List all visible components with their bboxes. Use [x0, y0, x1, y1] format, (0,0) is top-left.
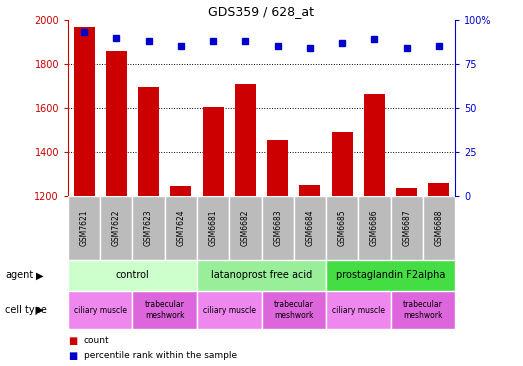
Bar [170, 186, 191, 196]
Text: GSM6682: GSM6682 [241, 210, 250, 246]
Text: ▶: ▶ [36, 305, 43, 315]
Text: GSM6686: GSM6686 [370, 209, 379, 246]
FancyBboxPatch shape [391, 291, 455, 329]
Text: count: count [84, 336, 109, 346]
Text: cell type: cell type [5, 305, 47, 315]
FancyBboxPatch shape [197, 260, 326, 291]
Text: percentile rank within the sample: percentile rank within the sample [84, 351, 237, 360]
FancyBboxPatch shape [294, 196, 326, 260]
FancyBboxPatch shape [229, 196, 262, 260]
FancyBboxPatch shape [326, 196, 358, 260]
Bar [138, 87, 159, 196]
Text: control: control [116, 270, 150, 280]
Text: GSM6687: GSM6687 [402, 209, 411, 246]
FancyBboxPatch shape [68, 260, 197, 291]
FancyBboxPatch shape [68, 196, 100, 260]
Text: ciliary muscle: ciliary muscle [203, 306, 256, 315]
Text: trabecular
meshwork: trabecular meshwork [403, 300, 442, 320]
Text: ■: ■ [68, 351, 77, 361]
Bar [235, 84, 256, 196]
FancyBboxPatch shape [165, 196, 197, 260]
Text: GSM7624: GSM7624 [176, 209, 185, 246]
Text: GSM6685: GSM6685 [338, 209, 347, 246]
Bar [202, 107, 224, 196]
Bar [396, 188, 417, 196]
Text: ciliary muscle: ciliary muscle [332, 306, 385, 315]
FancyBboxPatch shape [262, 291, 326, 329]
Bar [332, 132, 353, 196]
Text: GSM6683: GSM6683 [273, 209, 282, 246]
FancyBboxPatch shape [391, 196, 423, 260]
Text: GSM7621: GSM7621 [79, 210, 88, 246]
FancyBboxPatch shape [68, 291, 132, 329]
FancyBboxPatch shape [132, 291, 197, 329]
Bar [267, 140, 288, 196]
Bar [74, 27, 95, 196]
Bar [106, 51, 127, 196]
Text: ciliary muscle: ciliary muscle [74, 306, 127, 315]
FancyBboxPatch shape [358, 196, 391, 260]
Text: ▶: ▶ [36, 270, 43, 280]
Title: GDS359 / 628_at: GDS359 / 628_at [209, 4, 314, 18]
Text: ■: ■ [68, 336, 77, 346]
Text: latanoprost free acid: latanoprost free acid [211, 270, 312, 280]
Text: GSM6681: GSM6681 [209, 210, 218, 246]
FancyBboxPatch shape [100, 196, 132, 260]
Bar [299, 185, 321, 196]
FancyBboxPatch shape [197, 196, 229, 260]
FancyBboxPatch shape [423, 196, 455, 260]
Bar [364, 94, 385, 196]
FancyBboxPatch shape [132, 196, 165, 260]
Text: agent: agent [5, 270, 33, 280]
FancyBboxPatch shape [326, 260, 455, 291]
Text: trabecular
meshwork: trabecular meshwork [145, 300, 185, 320]
Text: trabecular
meshwork: trabecular meshwork [274, 300, 314, 320]
Text: GSM7623: GSM7623 [144, 209, 153, 246]
FancyBboxPatch shape [197, 291, 262, 329]
FancyBboxPatch shape [262, 196, 294, 260]
Text: GSM7622: GSM7622 [112, 210, 121, 246]
Text: prostaglandin F2alpha: prostaglandin F2alpha [336, 270, 445, 280]
Text: GSM6684: GSM6684 [305, 209, 314, 246]
Bar [428, 183, 449, 196]
FancyBboxPatch shape [326, 291, 391, 329]
Text: GSM6688: GSM6688 [435, 210, 444, 246]
